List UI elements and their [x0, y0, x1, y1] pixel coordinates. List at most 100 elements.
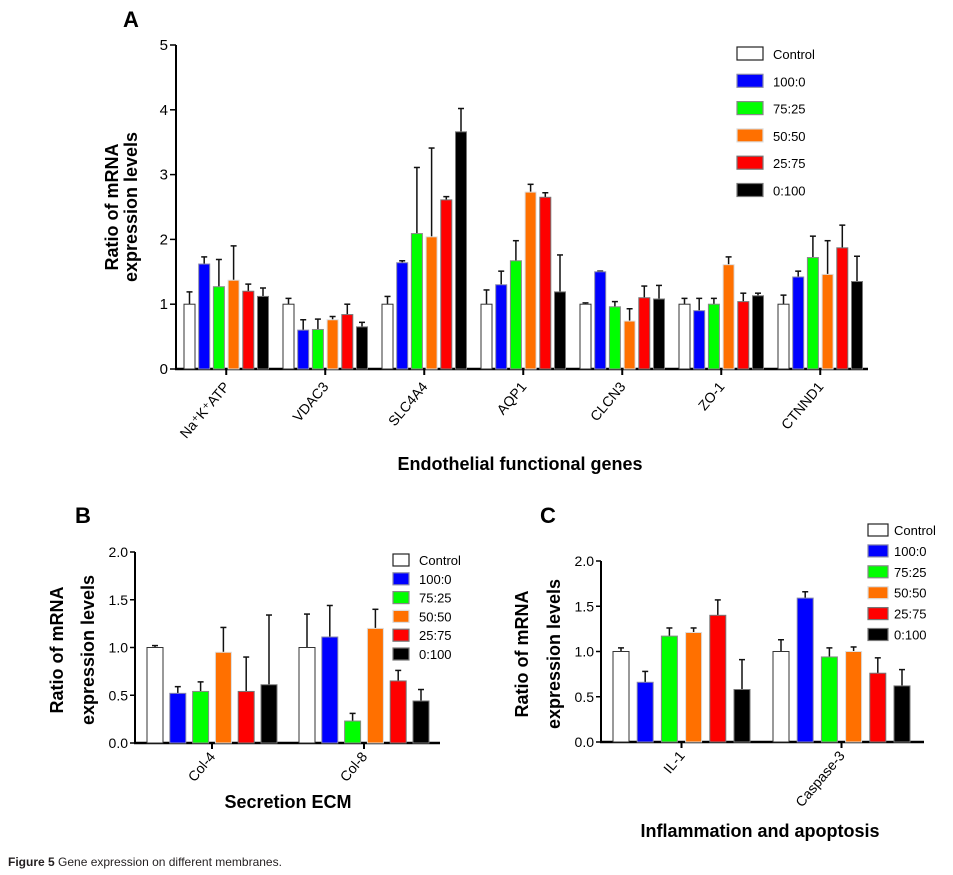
bar-25-75 [638, 297, 651, 370]
legend-swatch [736, 73, 764, 88]
legend-label: 0:100 [894, 628, 927, 643]
legend-swatch [736, 128, 764, 143]
x-axis-title: Endothelial functional genes [397, 454, 642, 474]
legend-swatch [867, 606, 889, 621]
bar-100-0 [396, 262, 409, 370]
bar-100-0 [594, 271, 607, 370]
legend-swatch [736, 155, 764, 170]
x-category-label: Caspase-3 [792, 747, 848, 809]
x-category-label: VDAC3 [289, 378, 331, 424]
legend-swatch [736, 46, 764, 61]
bar-0-100 [455, 131, 467, 370]
bar-100-0 [321, 636, 339, 744]
bar-25-75 [242, 290, 255, 370]
bar-control [381, 303, 394, 370]
bar-control [777, 303, 790, 370]
bar-control [282, 303, 295, 370]
legend: Control 100:0 75:25 50:50 25:75 0:100 [392, 553, 461, 662]
bar-25-75 [869, 672, 887, 743]
x-category-label: CTNND1 [778, 378, 827, 432]
y-tick-label: 1 [160, 296, 168, 313]
legend-label: 0:100 [773, 184, 806, 199]
bar-control [579, 303, 592, 370]
x-axis-title: Secretion ECM [224, 792, 351, 812]
bar-100-0 [796, 597, 814, 743]
legend-swatch [392, 609, 410, 624]
y-tick-label: 1.0 [109, 640, 129, 656]
bar-control [678, 303, 691, 370]
bar-75-25 [806, 257, 819, 370]
bar-25-75 [709, 614, 727, 743]
x-category-label: Na⁺K⁺ATP [176, 379, 232, 442]
legend-swatch [867, 565, 889, 579]
bar-25-75 [237, 690, 255, 744]
y-tick-label: 2.0 [109, 544, 129, 560]
panel-letter: A [123, 7, 139, 32]
bar-100-0 [636, 681, 654, 743]
bar-0-100 [733, 689, 751, 743]
y-tick-label: 0.0 [575, 734, 595, 750]
bar-75-25 [608, 306, 621, 370]
y-tick-label: 2.0 [575, 553, 595, 569]
x-category-label: ZO-1 [695, 378, 728, 413]
legend-label: 50:50 [419, 609, 452, 624]
bar-0-100 [752, 295, 764, 370]
x-category-label: IL-1 [660, 747, 688, 776]
caption-text: Gene expression on different membranes. [54, 855, 282, 869]
legend-label: 25:75 [773, 156, 806, 171]
bar-100-0 [792, 276, 805, 370]
bar-75-25 [820, 656, 838, 743]
y-axis-title-line1: Ratio of mRNA [512, 591, 532, 718]
legend-label: 75:25 [894, 565, 927, 580]
y-tick-label: 3 [160, 167, 168, 184]
y-tick-label: 0.5 [109, 687, 129, 703]
bar-50-50 [722, 264, 735, 370]
legend-swatch [392, 628, 410, 642]
bar-50-50 [425, 236, 438, 370]
bar-50-50 [214, 651, 232, 744]
legend-swatch [736, 182, 764, 198]
legend-swatch [392, 590, 410, 605]
x-category-label: CLCN3 [587, 378, 629, 424]
chart-panel-a: A 0 1 2 3 4 5 Ratio of mRNA expression levels End… [102, 7, 868, 474]
y-tick-label: 4 [160, 102, 168, 119]
bar-50-50 [227, 279, 240, 370]
bar-50-50 [685, 631, 703, 743]
bar-100-0 [198, 263, 211, 370]
legend-label: Control [773, 47, 815, 62]
bar-control [612, 651, 630, 743]
y-tick-label: 0 [160, 361, 168, 378]
y-tick-label: 0.5 [575, 689, 595, 705]
y-tick-label: 1.5 [109, 592, 129, 608]
bar-control [772, 651, 790, 743]
bar-25-75 [539, 196, 552, 370]
legend-swatch [392, 647, 410, 661]
legend-swatch [867, 586, 889, 600]
y-axis-title-line1: Ratio of mRNA [47, 587, 67, 714]
bar-0-100 [356, 326, 368, 370]
panel-letter: B [75, 503, 91, 528]
y-axis-title-line2: expression levels [78, 575, 98, 725]
x-axis-title: Inflammation and apoptosis [640, 821, 879, 841]
panel-letter: C [540, 503, 556, 528]
bar-75-25 [192, 690, 210, 744]
y-tick-label: 2 [160, 231, 168, 248]
bar-50-50 [326, 319, 339, 370]
legend-swatch [867, 523, 889, 537]
x-category-label: Col-4 [185, 748, 219, 784]
bar-75-25 [344, 720, 362, 744]
legend-label: 100:0 [773, 74, 806, 89]
y-axis-title-line2: expression levels [121, 132, 141, 282]
bar-75-25 [410, 233, 423, 370]
chart-panel-b: B 0.0 0.5 1.0 1.5 2.0 Ratio of mRNA expression … [47, 503, 461, 812]
y-tick-label: 1.5 [575, 598, 595, 614]
bar-100-0 [495, 284, 508, 370]
bar-75-25 [212, 286, 225, 370]
bar-50-50 [366, 627, 384, 744]
bar-100-0 [693, 310, 706, 370]
bar-75-25 [509, 260, 522, 370]
bar-0-100 [412, 700, 430, 744]
bar-25-75 [341, 314, 354, 370]
bar-control [146, 647, 164, 744]
legend-swatch [392, 553, 410, 567]
